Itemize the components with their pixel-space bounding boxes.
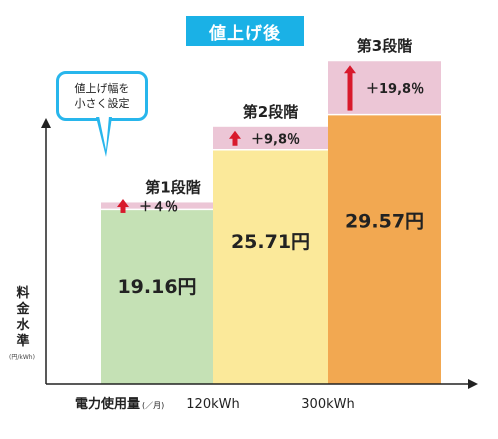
y-axis-char: 準 — [16, 334, 30, 349]
increase-label: ＋9,8％ — [251, 132, 300, 147]
y-axis-char: 料 — [16, 286, 30, 301]
bar — [328, 114, 441, 384]
x-axis-arrowhead — [468, 379, 478, 389]
y-axis-char: 金 — [16, 302, 30, 317]
increase-label: ＋19,8％ — [366, 82, 424, 97]
x-tick-label: 300kWh — [301, 397, 354, 412]
bar-value-label: 25.71円 — [231, 231, 310, 253]
x-axis-label: 電力使用量 — [75, 396, 140, 412]
callout-line-2: 小さく設定 — [74, 97, 130, 110]
y-axis-unit: (円/kWh) — [9, 354, 35, 361]
bar-value-label: 29.57円 — [345, 211, 424, 233]
increase-arrow-head — [229, 130, 241, 139]
increase-band — [213, 126, 328, 150]
bar — [101, 209, 213, 384]
increase-label: ＋４％ — [139, 200, 178, 215]
tier-label: 第3段階 — [357, 37, 412, 55]
y-axis-char: 水 — [16, 318, 30, 333]
bar-value-label: 19.16円 — [117, 276, 196, 298]
x-tick-label: 120kWh — [186, 397, 239, 412]
tier-label: 第2段階 — [243, 103, 298, 121]
x-axis-unit: (／月) — [142, 401, 164, 410]
after-increase-badge: 値上げ後 — [186, 16, 304, 46]
increase-arrow-head — [117, 198, 129, 207]
tier-label: 第1段階 — [145, 178, 200, 196]
callout-tail-inner — [99, 116, 109, 150]
increase-band — [101, 202, 213, 210]
y-axis-arrowhead — [41, 118, 51, 128]
callout-line-1: 値上げ幅を — [74, 82, 130, 95]
increase-arrow-shaft — [347, 72, 353, 111]
y-axis-label: 料 金 水 準 — [14, 286, 32, 350]
increase-arrow-shaft — [120, 205, 126, 213]
increase-arrow-shaft — [232, 137, 238, 146]
bar — [213, 149, 328, 384]
increase-arrow-head — [344, 65, 356, 74]
